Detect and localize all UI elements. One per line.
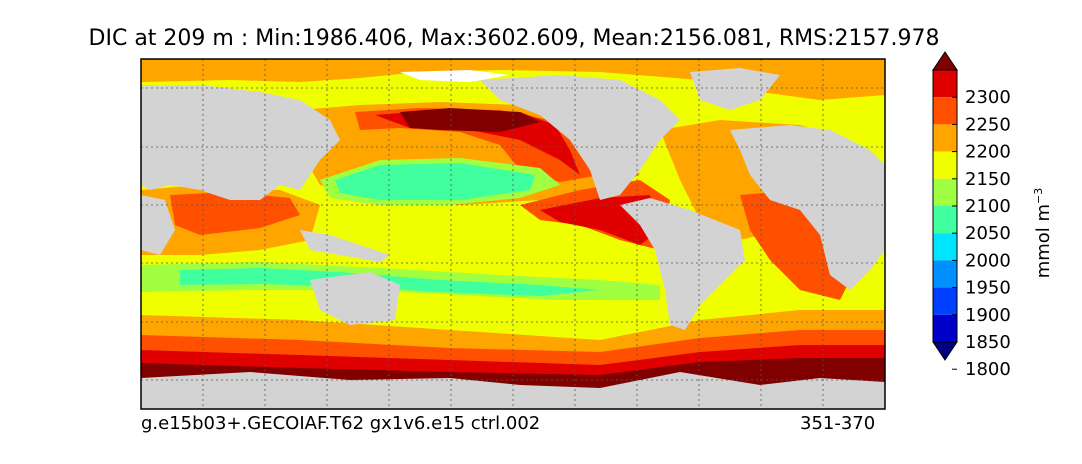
colorbar-tick-label: 1800 [965, 359, 1011, 380]
colorbar-tick-label: 2100 [965, 196, 1011, 217]
australia [310, 272, 400, 325]
arctic-missing [400, 70, 510, 82]
colorbar-tick-label: 1950 [965, 278, 1011, 299]
colorbar-segment [933, 178, 957, 206]
colorbar-extend-min [932, 341, 958, 361]
colorbar-segment [933, 206, 957, 234]
indonesia [300, 230, 390, 262]
europe-africa [730, 125, 885, 290]
indian-red [170, 192, 300, 235]
chart-title: DIC at 209 m : Min:1986.406, Max:3602.60… [88, 26, 940, 51]
colorbar-segment [933, 260, 957, 288]
map-content [141, 59, 885, 409]
east-africa-edge [141, 195, 175, 255]
colorbar-tick-label: 2050 [965, 223, 1011, 244]
colorbar-segment [933, 124, 957, 152]
colorbar: 2300 2250 2200 2150 2100 2050 2000 1950 1900 1850… [932, 51, 1011, 380]
npac-gyre-teal [335, 163, 535, 200]
colorbar-tick-label: 2250 [965, 114, 1011, 135]
ocean-map [140, 58, 886, 410]
greenland [690, 68, 780, 110]
colorbar-segments [932, 51, 958, 361]
colorbar-segment [933, 151, 957, 179]
colorbar-tick-label: 1850 [965, 332, 1011, 353]
colorbar-segment [933, 233, 957, 261]
map-frame [140, 58, 886, 410]
run-id-label: g.e15b03+.GECOIAF.T62 gx1v6.e15 ctrl.002 [141, 413, 541, 434]
south-america [620, 198, 745, 330]
colorbar-tick-label: 2200 [965, 142, 1011, 163]
colorbar-extend-max [932, 51, 958, 71]
colorbar-segment [933, 287, 957, 315]
colorbar-ticks: 2300 2250 2200 2150 2100 2050 2000 1950 1900 1850… [952, 87, 1011, 380]
colorbar-tick-label: 2300 [965, 87, 1011, 108]
north-america [480, 75, 680, 200]
colorbar-tick-label: 2000 [965, 250, 1011, 271]
colorbar-unit-label: mmol m−3 [1032, 188, 1054, 279]
unit-base: mmol m [1033, 203, 1054, 279]
colorbar-segment [933, 97, 957, 125]
year-range-label: 351-370 [800, 413, 876, 434]
colorbar-tick-label: 1900 [965, 305, 1011, 326]
colorbar-tick-label: 2150 [965, 169, 1011, 190]
colorbar-segment [933, 314, 957, 342]
npac-maroon [400, 108, 540, 132]
unit-exponent: −3 [1032, 187, 1045, 204]
colorbar-segment [933, 70, 957, 98]
map-grid [141, 59, 885, 409]
eurasia-east [141, 85, 340, 200]
